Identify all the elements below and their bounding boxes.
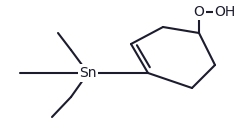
Text: OH: OH [214, 5, 236, 19]
Text: Sn: Sn [79, 66, 97, 80]
Text: O: O [194, 5, 204, 19]
